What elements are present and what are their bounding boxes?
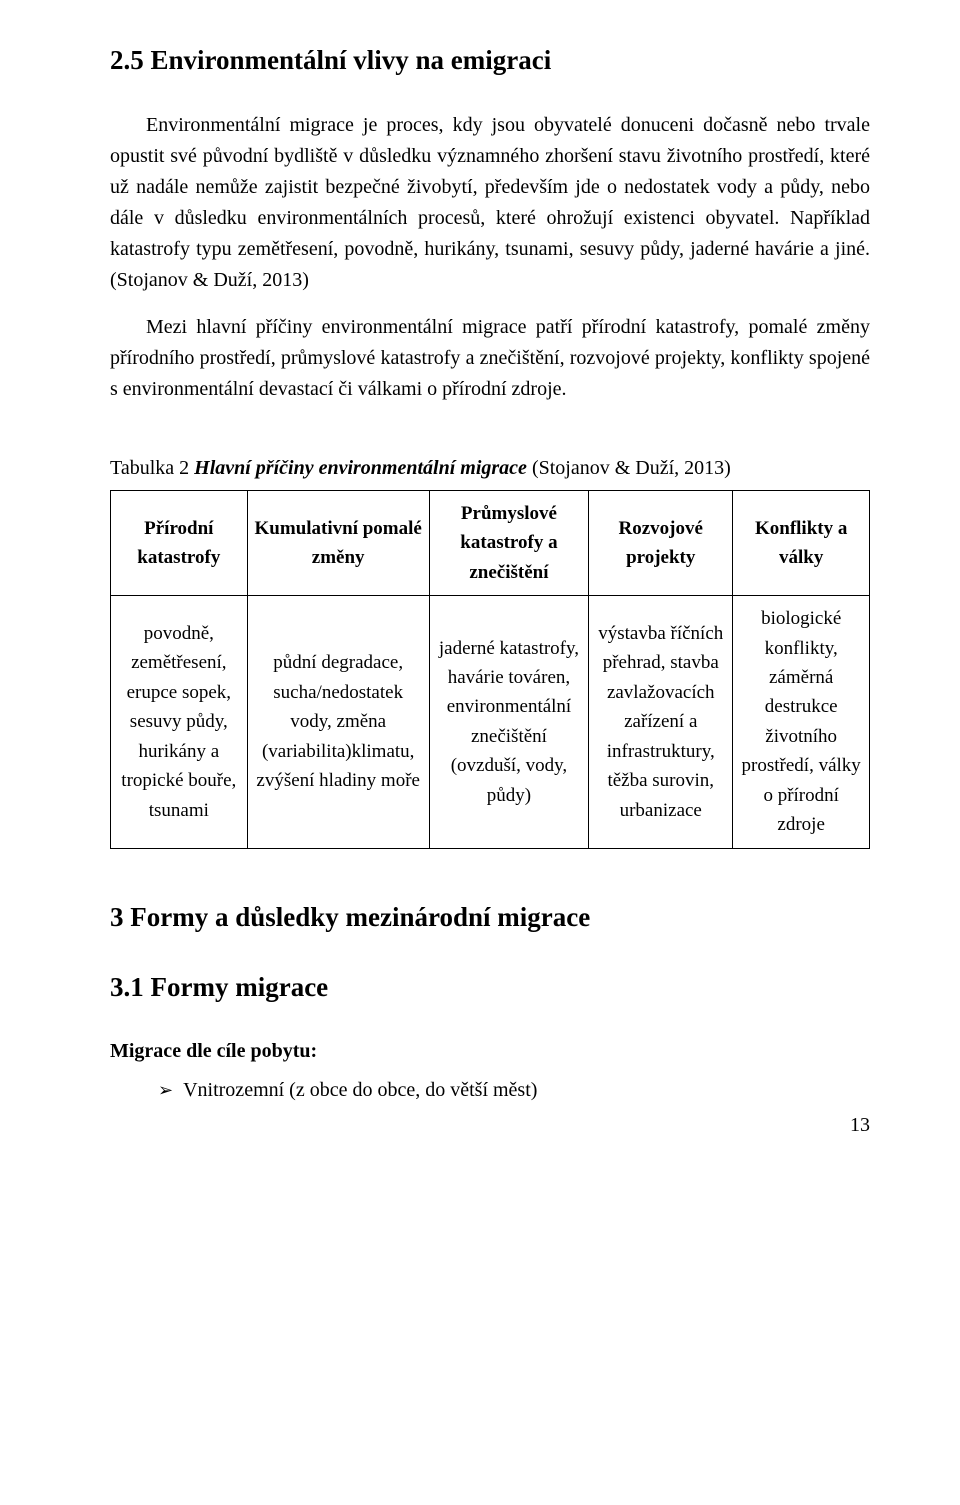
document-page: 2.5 Environmentální vlivy na emigraci En… [0,0,960,1181]
td-1: půdní degradace, sucha/nedostatek vody, … [247,596,429,849]
th-1: Kumulativní pomalé změny [247,490,429,595]
td-2: jaderné katastrofy, havárie továren, env… [429,596,588,849]
td-0: povodně, zemětřesení, erupce sopek, sesu… [111,596,248,849]
heading-3-1: 3.1 Formy migrace [110,967,870,1009]
heading-2-5: 2.5 Environmentální vlivy na emigraci [110,40,870,82]
page-number: 13 [110,1110,870,1141]
table-2: Přírodní katastrofy Kumulativní pomalé z… [110,490,870,849]
th-4: Konflikty a války [733,490,870,595]
th-2: Průmyslové katastrofy a znečištění [429,490,588,595]
caption-prefix: Tabulka 2 [110,457,194,479]
paragraph-2-5-b: Mezi hlavní příčiny environmentální migr… [110,312,870,405]
th-3: Rozvojové projekty [589,490,733,595]
td-3: výstavba říčních přehrad, stavba zavlažo… [589,596,733,849]
caption-title: Hlavní příčiny environmentální migrace [194,457,532,479]
bullet-text: Vnitrozemní (z obce do obce, do větší mě… [183,1075,537,1106]
heading-3: 3 Formy a důsledky mezinárodní migrace [110,897,870,939]
caption-source: (Stojanov & Duží, 2013) [532,457,731,479]
subheading-migrace-cile: Migrace dle cíle pobytu: [110,1036,870,1067]
bullet-icon: ➢ [158,1077,173,1105]
list-item: ➢ Vnitrozemní (z obce do obce, do větší … [158,1075,870,1106]
paragraph-2-5-a: Environmentální migrace je proces, kdy j… [110,110,870,296]
td-4: biologické konflikty, záměrná destrukce … [733,596,870,849]
table-row: povodně, zemětřesení, erupce sopek, sesu… [111,596,870,849]
table-2-caption: Tabulka 2 Hlavní příčiny environmentální… [110,453,870,484]
th-0: Přírodní katastrofy [111,490,248,595]
table-header-row: Přírodní katastrofy Kumulativní pomalé z… [111,490,870,595]
